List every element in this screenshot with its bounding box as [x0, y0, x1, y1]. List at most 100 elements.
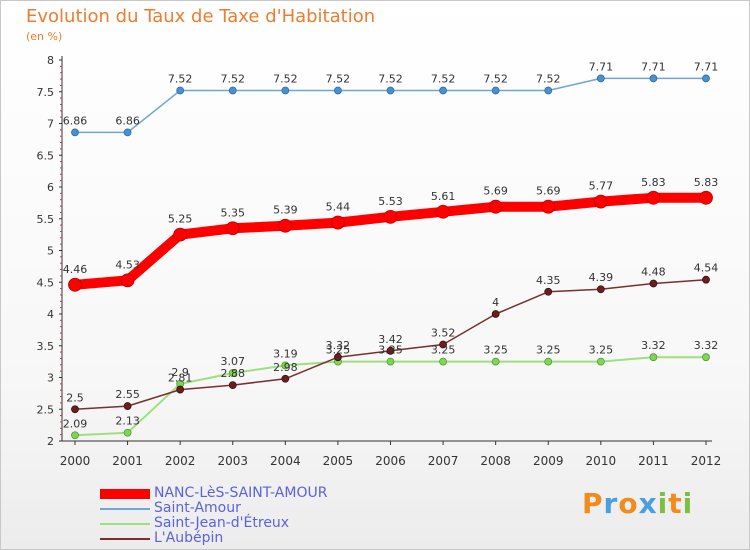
data-point — [491, 310, 500, 318]
data-label: 5.25 — [168, 213, 193, 226]
legend-item: Saint-Jean-d'Étreux — [100, 516, 327, 531]
data-point — [439, 340, 447, 349]
logo-letter: i — [682, 487, 694, 520]
legend-swatch — [100, 507, 150, 510]
logo-letter: P — [582, 487, 604, 520]
data-label: 5.69 — [483, 185, 508, 198]
y-tick-label: 5.5 — [37, 213, 55, 226]
data-point — [649, 74, 658, 83]
data-point — [281, 361, 290, 370]
data-point — [386, 346, 395, 355]
legend-swatch — [100, 522, 150, 525]
data-label: 3.25 — [483, 344, 508, 357]
data-label: 3.32 — [326, 339, 351, 352]
data-label: 5.35 — [221, 206, 246, 219]
data-point — [699, 190, 713, 205]
x-tick-label: 2008 — [480, 454, 511, 468]
data-label: 7.52 — [378, 72, 403, 85]
data-point — [702, 74, 710, 83]
data-point — [646, 190, 661, 205]
data-label: 3.25 — [589, 344, 614, 357]
series-line — [74, 77, 707, 134]
data-point — [228, 369, 237, 377]
data-label: 2.09 — [63, 417, 88, 430]
data-label: 3.25 — [536, 344, 561, 357]
data-label: 4 — [492, 296, 499, 309]
data-point — [281, 86, 290, 95]
y-tick-label: 7 — [47, 118, 54, 131]
data-label: 4.35 — [536, 274, 561, 287]
data-point — [120, 273, 135, 288]
data-point — [281, 374, 290, 383]
logo-letter: t — [668, 487, 683, 520]
data-label: 3.19 — [273, 347, 298, 360]
data-label: 2.9 — [171, 366, 189, 379]
data-label: 2.81 — [168, 372, 193, 385]
logo-letter: i — [657, 487, 669, 520]
x-tick-label: 2009 — [533, 454, 564, 468]
data-point — [649, 279, 658, 288]
data-point — [491, 86, 500, 95]
data-label: 5.83 — [694, 176, 719, 189]
x-tick-label: 2001 — [112, 454, 143, 468]
data-point — [436, 204, 450, 219]
legend-item: L'Aubépin — [100, 531, 327, 546]
data-label: 5.39 — [273, 204, 298, 217]
x-tick-label: 2007 — [428, 454, 459, 468]
logo-letter: x — [638, 487, 658, 520]
data-point — [71, 405, 79, 414]
legend-swatch — [100, 488, 150, 499]
y-tick-label: 7.5 — [37, 86, 55, 99]
data-label: 3.25 — [431, 344, 456, 357]
data-label: 5.77 — [589, 180, 614, 193]
data-point — [488, 199, 503, 214]
data-point — [386, 357, 395, 366]
data-label: 7.52 — [431, 72, 456, 85]
data-label: 2.55 — [115, 388, 140, 401]
data-label: 2.88 — [221, 367, 246, 380]
y-tick-label: 3.5 — [37, 340, 55, 353]
data-label: 3.32 — [641, 339, 666, 352]
data-point — [649, 353, 658, 362]
x-tick-label: 2010 — [586, 454, 617, 468]
data-label: 2.13 — [115, 415, 140, 428]
series-line — [74, 356, 707, 437]
legend-item: Saint-Amour — [100, 501, 327, 516]
legend-label: Saint-Amour — [154, 500, 241, 516]
x-tick-label: 2004 — [270, 454, 301, 468]
y-tick-label: 6.5 — [37, 149, 55, 162]
data-point — [176, 385, 185, 394]
x-tick-label: 2005 — [323, 454, 354, 468]
data-point — [334, 353, 342, 362]
data-label: 7.71 — [694, 60, 719, 73]
x-tick-label: 2011 — [638, 454, 669, 468]
data-label: 4.54 — [694, 262, 719, 275]
y-tick-label: 6 — [47, 181, 54, 194]
data-point — [68, 277, 82, 292]
y-tick-label: 4.5 — [37, 276, 55, 289]
data-point — [383, 209, 398, 224]
data-label: 2.5 — [66, 391, 84, 404]
data-label: 4.39 — [589, 271, 614, 284]
logo-letter: o — [618, 487, 639, 520]
data-label: 6.86 — [115, 114, 140, 127]
data-label: 7.52 — [483, 72, 508, 85]
data-point — [593, 194, 608, 209]
data-label: 6.86 — [63, 114, 88, 127]
data-label: 4.53 — [115, 258, 140, 271]
chart-legend: NANC-LèS-SAINT-AMOUR Saint-Amour Saint-Jea… — [100, 486, 327, 546]
data-point — [71, 431, 79, 440]
data-point — [544, 357, 553, 366]
data-point — [596, 74, 605, 83]
y-tick-label: 2 — [47, 435, 54, 448]
legend-label: Saint-Jean-d'Étreux — [154, 515, 290, 531]
proxiti-logo: Proxiti — [582, 487, 693, 520]
data-label: 3.32 — [694, 339, 719, 352]
data-point — [439, 86, 447, 95]
data-point — [491, 357, 500, 366]
x-tick-label: 2000 — [60, 454, 91, 468]
data-label: 7.71 — [589, 60, 614, 73]
y-tick-label: 4 — [47, 308, 54, 321]
data-point — [439, 357, 447, 366]
